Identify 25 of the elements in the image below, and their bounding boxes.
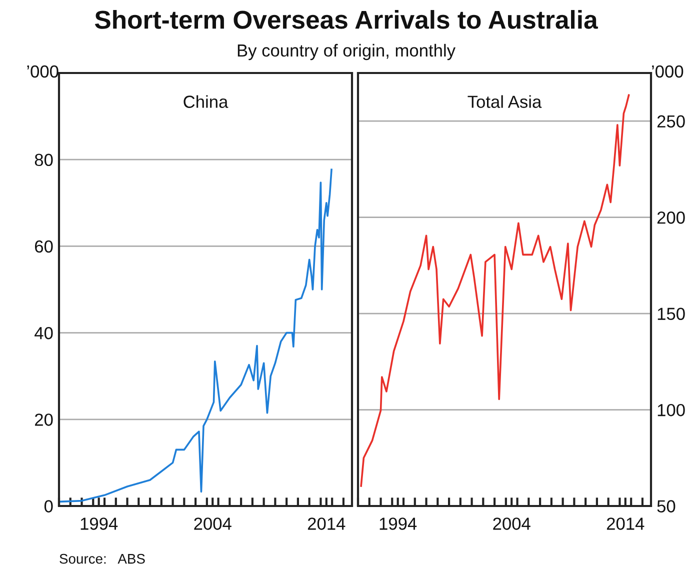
y-tick-label: 20 [35,414,53,426]
chart-subtitle: By country of origin, monthly [238,44,456,60]
source-note: Source: ABS [60,554,145,564]
y2-tick-label: 150 [658,308,685,320]
x-tick-label: 2004 [493,518,530,530]
line-series [360,94,630,487]
x-tick-label: 1994 [80,518,118,530]
y2-axis-title: ’000 [652,65,684,78]
annotation: Total Asia [468,95,542,108]
line-series [59,168,332,503]
chart-title: Short-term Overseas Arrivals to Australia [94,10,598,29]
y-tick-label: 60 [35,240,53,253]
y-tick-label: 80 [34,154,53,166]
y2-tick-label: 200 [657,212,685,224]
y2-tick-label: 50 [657,500,676,512]
y-axis-title: ’000 [27,65,58,78]
y-tick-label: 0 [44,500,53,512]
x-tick-label: 2014 [308,518,346,530]
annotation: China [184,95,228,108]
x-tick-label: 2014 [606,518,644,530]
y2-tick-label: 100 [658,404,685,416]
x-tick-label: 2004 [194,518,232,530]
x-tick-label: 1994 [380,518,417,530]
y2-tick-label: 250 [657,115,685,128]
y-tick-label: 40 [34,326,53,340]
